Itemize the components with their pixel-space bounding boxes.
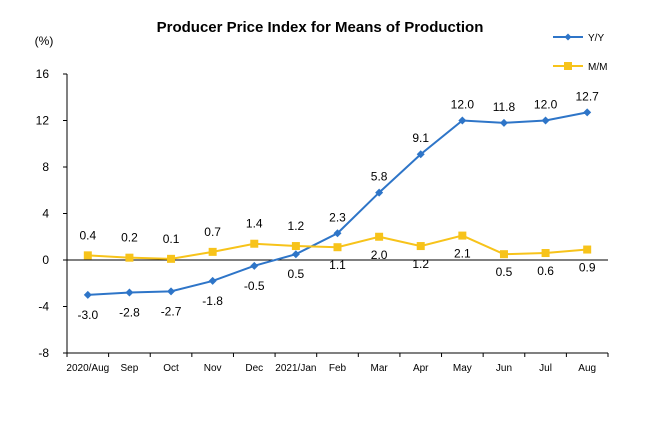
data-label-yy: -2.8 <box>119 306 140 320</box>
x-tick-label: Nov <box>204 363 222 374</box>
x-tick-label: Apr <box>413 363 429 374</box>
data-label-mm: 2.1 <box>454 247 471 261</box>
data-point-mm <box>416 242 425 251</box>
data-point-mm <box>83 251 92 260</box>
y-tick-label: -8 <box>38 346 49 360</box>
legend-label-mm: M/M <box>588 62 607 73</box>
data-point-yy <box>291 250 300 259</box>
chart-title: Producer Price Index for Means of Produc… <box>157 19 484 36</box>
data-point-mm <box>583 245 592 254</box>
data-label-mm: 1.1 <box>329 258 346 272</box>
legend-marker-mm <box>564 62 572 70</box>
x-tick-label: Jun <box>496 363 512 374</box>
data-label-yy: 5.8 <box>371 170 388 184</box>
data-point-yy <box>416 150 425 159</box>
data-label-yy: 2.3 <box>329 210 346 224</box>
data-point-yy <box>333 229 342 238</box>
y-axis-unit-label: (%) <box>35 34 54 48</box>
data-point-yy <box>250 261 259 270</box>
data-label-mm: 0.6 <box>537 264 554 278</box>
y-tick-label: -4 <box>38 300 49 314</box>
y-tick-label: 12 <box>36 114 50 128</box>
y-tick-label: 16 <box>36 67 50 81</box>
legend-label-yy: Y/Y <box>588 33 604 44</box>
data-label-mm: 0.9 <box>579 261 596 275</box>
data-label-yy: 12.7 <box>576 89 600 103</box>
x-tick-label: May <box>453 363 472 374</box>
data-point-mm <box>458 231 467 240</box>
x-tick-label: Mar <box>370 363 388 374</box>
y-tick-label: 4 <box>42 207 49 221</box>
y-axis-ticks: -8 -4 0 4 8 12 16 <box>36 67 67 360</box>
x-tick-label: 2020/Aug <box>66 363 109 374</box>
data-label-yy: 12.0 <box>534 98 558 112</box>
data-point-yy <box>208 276 217 285</box>
data-point-mm <box>499 250 508 259</box>
data-point-yy <box>83 290 92 299</box>
data-label-mm: 1.2 <box>412 257 429 271</box>
x-tick-label: Aug <box>578 363 596 374</box>
data-point-yy <box>375 188 384 197</box>
x-tick-label: Sep <box>121 363 139 374</box>
data-point-mm <box>125 253 134 262</box>
x-axis-ticks: 2020/Aug Sep Oct Nov Dec 2021/Jan Feb Mar Apr May… <box>66 353 609 374</box>
data-label-yy: 9.1 <box>412 131 429 145</box>
x-tick-label: 2021/Jan <box>275 363 316 374</box>
y-tick-label: 8 <box>42 160 49 174</box>
data-labels: -3.0 -2.8 -2.7 -1.8 -0.5 0.5 2.3 5.8 9.1 12.0 11.8… <box>77 89 599 322</box>
data-point-yy <box>583 108 592 117</box>
data-label-yy: -2.7 <box>161 304 182 318</box>
data-label-yy: 0.5 <box>288 267 305 281</box>
series-points <box>83 108 592 299</box>
data-point-mm <box>208 247 217 256</box>
data-point-mm <box>291 242 300 251</box>
data-label-mm: 1.2 <box>288 219 305 233</box>
data-point-mm <box>167 254 176 263</box>
x-tick-label: Feb <box>329 363 347 374</box>
chart-legend: Y/Y M/M <box>553 33 607 73</box>
data-point-yy <box>499 118 508 127</box>
data-label-yy: 12.0 <box>451 98 475 112</box>
data-point-yy <box>167 287 176 296</box>
data-label-yy: -0.5 <box>244 279 265 293</box>
data-point-mm <box>333 243 342 252</box>
data-label-mm: 0.5 <box>496 265 513 279</box>
x-tick-label: Jul <box>539 363 552 374</box>
data-label-mm: 2.0 <box>371 248 388 262</box>
legend-item-mm: M/M <box>553 62 607 73</box>
data-point-mm <box>541 249 550 258</box>
legend-item-yy: Y/Y <box>553 33 604 44</box>
data-label-mm: 0.1 <box>163 232 180 246</box>
data-label-mm: 1.4 <box>246 217 263 231</box>
data-label-yy: -3.0 <box>77 308 98 322</box>
data-label-yy: 11.8 <box>493 100 516 114</box>
x-tick-label: Oct <box>163 363 179 374</box>
data-point-mm <box>250 239 259 248</box>
data-point-mm <box>375 232 384 241</box>
data-label-mm: 0.4 <box>79 228 96 242</box>
data-label-mm: 0.7 <box>204 225 221 239</box>
data-label-yy: -1.8 <box>202 294 223 308</box>
data-point-yy <box>458 116 467 125</box>
data-label-mm: 0.2 <box>121 231 138 245</box>
data-point-yy <box>541 116 550 125</box>
x-tick-label: Dec <box>245 363 263 374</box>
legend-marker-yy <box>564 33 572 41</box>
data-point-yy <box>125 288 134 297</box>
y-tick-label: 0 <box>42 253 49 267</box>
